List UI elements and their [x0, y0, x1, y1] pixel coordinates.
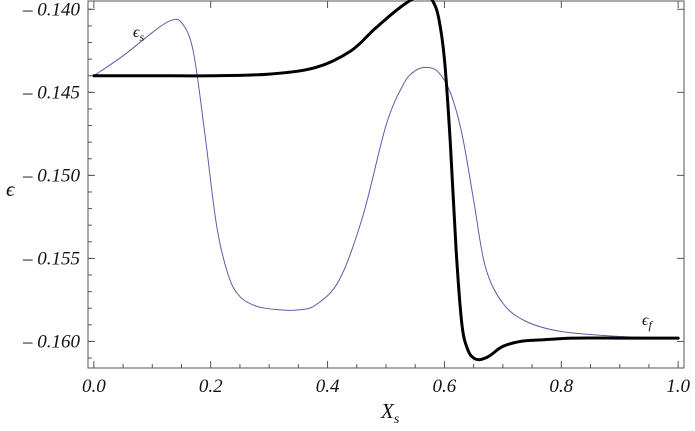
x-axis-title-main: X	[380, 399, 395, 423]
series-line-eps-f	[92, 0, 680, 362]
series-label-eps-f-main: ϵ	[642, 312, 649, 329]
x-axis: 0.0 0.2 0.4 0.6 0.8 1.0	[82, 1, 691, 397]
y-tick-label: – 0.140	[22, 0, 81, 20]
x-tick-label: 0.8	[549, 376, 573, 397]
y-tick-label: – 0.155	[22, 248, 80, 269]
x-tick-label: 0.6	[433, 376, 457, 397]
y-tick-label: – 0.160	[22, 331, 81, 352]
x-axis-title: Xs	[380, 399, 400, 427]
y-tick-label: – 0.150	[22, 165, 81, 186]
series-line-eps-s	[93, 18, 679, 339]
series-label-eps-s-main: ϵ	[133, 24, 140, 41]
x-tick-label: 0.2	[199, 376, 223, 397]
x-tick-label: 0.0	[82, 376, 106, 397]
series-layer	[92, 0, 680, 362]
series-label-eps-f: ϵf	[642, 312, 653, 332]
series-label-eps-s-sub: s	[139, 30, 144, 44]
y-axis: – 0.140 – 0.145 – 0.150 – 0.155 – 0.160	[22, 0, 684, 359]
y-tick-label: – 0.145	[22, 82, 80, 103]
plot-frame	[87, 0, 685, 369]
y-axis-title: ϵ	[6, 177, 16, 201]
x-tick-label: 0.4	[316, 376, 340, 397]
x-tick-label: 1.0	[666, 376, 690, 397]
series-label-eps-s: ϵs	[133, 24, 144, 44]
x-axis-title-sub: s	[394, 412, 400, 427]
series-label-eps-f-sub: f	[648, 318, 653, 332]
